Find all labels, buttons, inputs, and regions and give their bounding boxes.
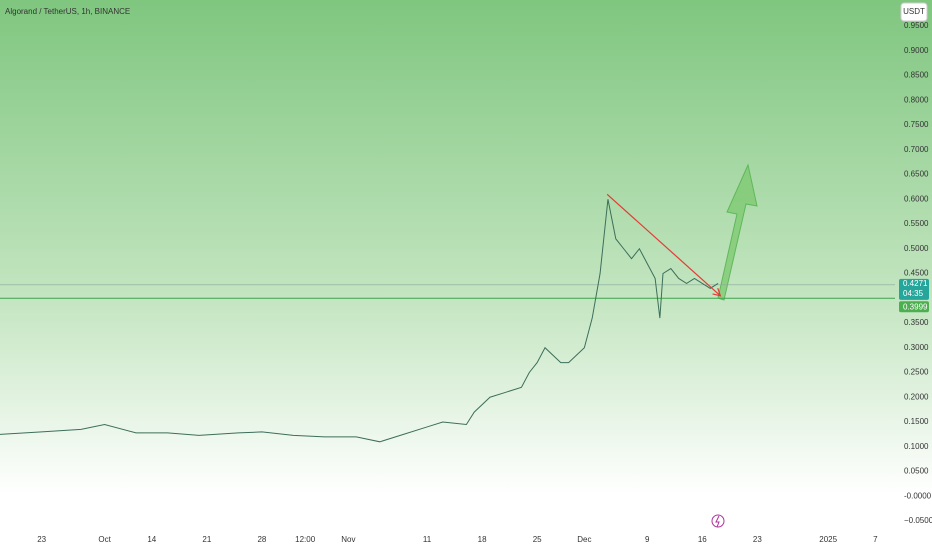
support-label: 0.3999 <box>903 302 928 311</box>
countdown-label: 04:35 <box>903 289 924 298</box>
y-tick-label: 0.9500 <box>904 21 929 30</box>
event-icon[interactable] <box>711 514 725 528</box>
chart-title: Algorand / TetherUS, 1h, BINANCE <box>5 7 130 16</box>
y-tick-label: -0.0000 <box>904 491 932 500</box>
y-tick-label: 0.4500 <box>904 269 929 278</box>
x-tick-label: 18 <box>478 535 487 544</box>
current-price-box <box>899 278 929 300</box>
price-line <box>0 199 719 443</box>
x-tick-label: 25 <box>533 535 542 544</box>
y-tick-label: 0.9000 <box>904 46 929 55</box>
y-tick-label: 0.8500 <box>904 71 929 80</box>
x-tick-label: Dec <box>577 535 591 544</box>
x-tick-label: 14 <box>147 535 156 544</box>
y-tick-label: 0.7500 <box>904 120 929 129</box>
up-arrow <box>717 163 758 301</box>
current-price-label: 0.4271 <box>903 279 928 288</box>
y-tick-label: 0.8000 <box>904 95 929 104</box>
y-tick-label: 0.6500 <box>904 170 929 179</box>
currency-label: USDT <box>903 7 925 16</box>
x-tick-label: 23 <box>753 535 762 544</box>
y-tick-label: 0.5000 <box>904 244 929 253</box>
y-tick-label: 0.3000 <box>904 343 929 352</box>
y-tick-label: 0.2500 <box>904 368 929 377</box>
y-tick-label: 0.1000 <box>904 442 929 451</box>
currency-button[interactable] <box>900 2 928 22</box>
y-tick-label: 0.2000 <box>904 392 929 401</box>
trendline <box>606 193 721 297</box>
x-tick-label: 11 <box>423 535 432 544</box>
y-tick-label: 0.3500 <box>904 318 929 327</box>
y-tick-label: 0.6000 <box>904 194 929 203</box>
x-tick-label: 9 <box>645 535 650 544</box>
x-tick-label: 23 <box>37 535 46 544</box>
y-tick-label: 0.0500 <box>904 467 929 476</box>
plot-area <box>0 193 895 443</box>
x-tick-label: 7 <box>873 535 878 544</box>
y-tick-label: 0.1500 <box>904 417 929 426</box>
y-tick-label: −0.0500 <box>904 516 932 525</box>
x-tick-label: 16 <box>698 535 707 544</box>
x-tick-label: 12:00 <box>295 535 316 544</box>
event-icon-bolt <box>715 515 720 528</box>
y-tick-label: 0.7000 <box>904 145 929 154</box>
x-tick-label: 21 <box>202 535 211 544</box>
trendline-head <box>712 288 722 297</box>
y-tick-label: 0.5500 <box>904 219 929 228</box>
x-tick-label: Nov <box>341 535 355 544</box>
x-tick-label: 2025 <box>819 535 837 544</box>
x-tick-label: 28 <box>257 535 266 544</box>
support-box <box>899 301 929 313</box>
x-tick-label: Oct <box>98 535 111 544</box>
